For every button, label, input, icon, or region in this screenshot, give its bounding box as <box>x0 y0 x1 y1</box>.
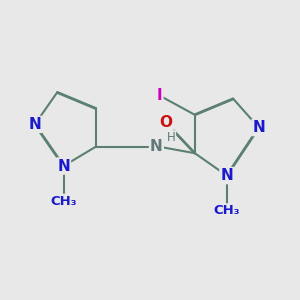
Text: I: I <box>157 88 162 103</box>
Text: O: O <box>160 115 172 130</box>
Text: N: N <box>150 139 163 154</box>
Text: CH₃: CH₃ <box>214 204 240 217</box>
Text: CH₃: CH₃ <box>50 195 77 208</box>
Text: N: N <box>57 158 70 173</box>
Text: N: N <box>28 117 41 132</box>
Text: N: N <box>252 120 265 135</box>
Text: H: H <box>167 131 175 144</box>
Text: N: N <box>220 168 233 183</box>
